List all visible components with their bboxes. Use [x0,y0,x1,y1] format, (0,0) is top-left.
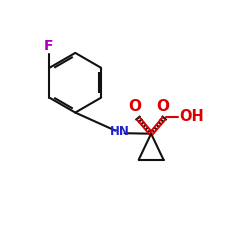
Text: F: F [44,39,54,53]
Text: OH: OH [180,109,204,124]
Text: O: O [128,98,141,114]
Text: HN: HN [110,126,130,138]
Text: O: O [156,99,170,114]
